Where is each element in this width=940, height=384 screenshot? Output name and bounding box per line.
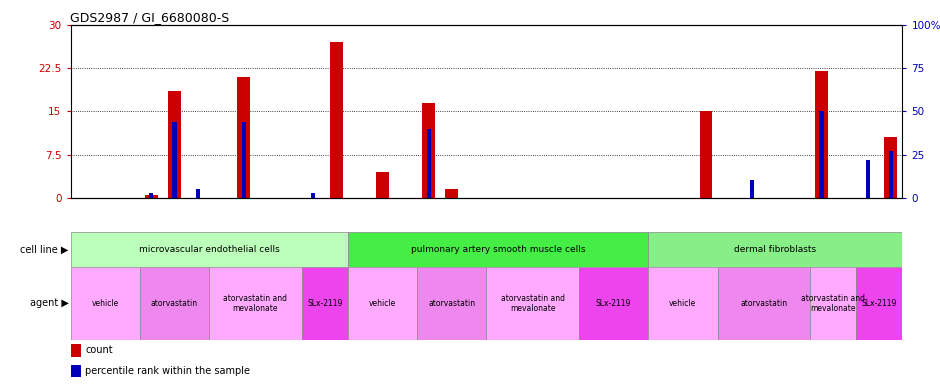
Text: microvascular endothelial cells: microvascular endothelial cells (139, 245, 279, 254)
Bar (717, 267, 810, 340)
Bar (172, 122, 177, 198)
Text: count: count (85, 346, 113, 356)
Bar (209, 267, 302, 340)
Bar (888, 151, 893, 198)
Bar (422, 103, 435, 198)
Bar (885, 137, 897, 198)
Text: SLx-2119: SLx-2119 (596, 299, 632, 308)
Text: SLx-2119: SLx-2119 (862, 299, 897, 308)
Text: atorvastatin: atorvastatin (429, 299, 476, 308)
Bar (168, 91, 180, 198)
Text: cell line ▶: cell line ▶ (20, 245, 69, 255)
Bar (330, 42, 342, 198)
Bar (311, 193, 315, 198)
Bar (810, 267, 856, 340)
Bar (446, 189, 458, 198)
Bar (649, 267, 717, 340)
Text: vehicle: vehicle (669, 299, 697, 308)
Bar (820, 111, 823, 198)
Text: pulmonary artery smooth muscle cells: pulmonary artery smooth muscle cells (411, 245, 586, 254)
Bar (70, 232, 348, 267)
Bar (302, 267, 348, 340)
Bar (376, 172, 389, 198)
Text: atorvastatin and
mevalonate: atorvastatin and mevalonate (801, 294, 865, 313)
Bar (140, 267, 209, 340)
Text: percentile rank within the sample: percentile rank within the sample (85, 366, 250, 376)
Bar (427, 129, 431, 198)
Bar (856, 267, 902, 340)
Text: vehicle: vehicle (91, 299, 118, 308)
Bar (238, 77, 250, 198)
Bar (242, 122, 246, 198)
Bar (348, 232, 649, 267)
Bar (699, 111, 713, 198)
Bar (348, 267, 417, 340)
Text: vehicle: vehicle (368, 299, 396, 308)
Bar (70, 365, 81, 377)
Text: atorvastatin: atorvastatin (151, 299, 198, 308)
Bar (649, 232, 902, 267)
Text: SLx-2119: SLx-2119 (307, 299, 342, 308)
Text: agent ▶: agent ▶ (29, 298, 69, 308)
Bar (196, 189, 199, 198)
Bar (417, 267, 487, 340)
Bar (145, 195, 158, 198)
Bar (815, 71, 828, 198)
Text: atorvastatin and
mevalonate: atorvastatin and mevalonate (224, 294, 288, 313)
Text: atorvastatin: atorvastatin (740, 299, 788, 308)
Bar (750, 180, 754, 198)
Text: GDS2987 / GI_6680080-S: GDS2987 / GI_6680080-S (70, 11, 229, 24)
Bar (149, 193, 153, 198)
Bar (70, 344, 81, 357)
Text: atorvastatin and
mevalonate: atorvastatin and mevalonate (501, 294, 565, 313)
Bar (70, 267, 140, 340)
Bar (579, 267, 649, 340)
Bar (487, 267, 579, 340)
Text: dermal fibroblasts: dermal fibroblasts (734, 245, 816, 254)
Bar (866, 160, 870, 198)
